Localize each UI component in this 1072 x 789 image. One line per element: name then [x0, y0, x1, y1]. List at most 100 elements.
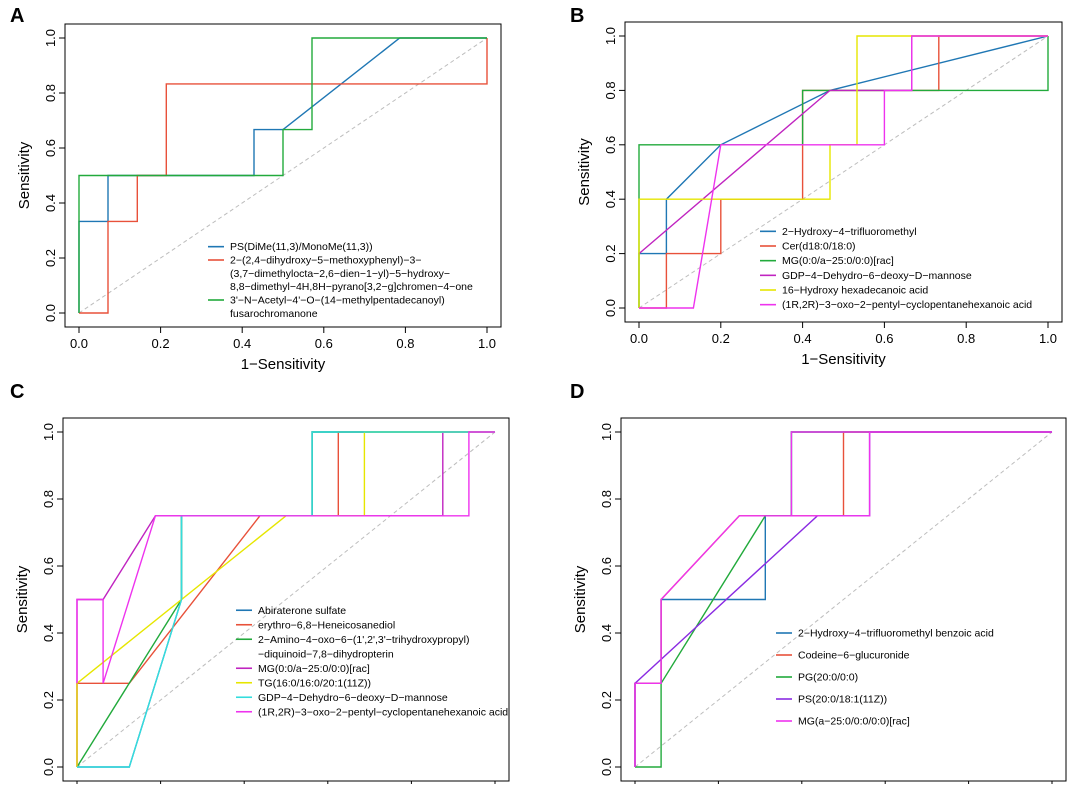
legend-label: 2−Hydroxy−4−trifluoromethyl	[782, 226, 917, 238]
x-tick-label: 0.6	[315, 336, 333, 351]
legend-label: 3'−N−Acetyl−4'−O−(14−methylpentadecanoyl…	[230, 295, 445, 307]
x-axis-title: 1−Sensitivity	[241, 356, 326, 373]
legend: PS(DiMe(11,3)/MonoMe(11,3)) 2−(2,4−dihydr…	[208, 241, 473, 320]
legend-entry-1: 2−Hydroxy−4−trifluoromethyl benzoic acid	[776, 628, 994, 640]
y-tick-label: 0.0	[43, 304, 58, 322]
y-axis: 0.0 0.2 0.4 0.6 0.8 1.0 Sensitivity	[572, 423, 622, 776]
panel-c: C0.00.20.40.60.81.01−Sensitivity0.00.20.…	[10, 381, 510, 787]
y-tick-label: 0.2	[599, 691, 614, 709]
legend-label: PS(DiMe(11,3)/MonoMe(11,3))	[230, 241, 373, 253]
y-axis-title: Sensitivity	[16, 141, 33, 209]
legend-entry-5: TG(16:0/16:0/20:1(11Z))	[236, 677, 371, 689]
legend-entry-3: 3'−N−Acetyl−4'−O−(14−methylpentadecanoyl…	[208, 295, 445, 320]
y-tick-label: 0.4	[603, 190, 618, 208]
y-tick-label: 0.0	[41, 758, 56, 776]
x-tick-label: 0.8	[396, 336, 414, 351]
y-tick-label: 0.2	[41, 691, 56, 709]
legend-entry-1: Abiraterone sulfate	[236, 605, 346, 617]
legend-label: MG(0:0/a−25:0/0:0)[rac]	[258, 663, 370, 675]
legend-entry-5: 16−Hydroxy hexadecanoic acid	[760, 285, 928, 297]
y-tick-label: 0.0	[603, 299, 618, 317]
x-tick-label: 1.0	[478, 336, 496, 351]
y-tick-label: 1.0	[41, 423, 56, 441]
legend-entry-6: GDP−4−Dehydro−6−deoxy−D−mannose	[236, 692, 448, 704]
y-tick-label: 0.2	[603, 245, 618, 263]
legend-label: Cer(d18:0/18:0)	[782, 241, 856, 253]
series-group	[634, 431, 1052, 768]
legend-label: Codeine−6−glucuronide	[798, 650, 910, 662]
legend-label: (3,7−dimethylocta−2,6−dien−1−yl)−5−hydro…	[230, 268, 450, 280]
legend-entry-6: (1R,2R)−3−oxo−2−pentyl−cyclopentanehexan…	[760, 299, 1032, 311]
legend: 2−Hydroxy−4−trifluoromethyl benzoic acid…	[776, 628, 994, 728]
legend-entry-2: Codeine−6−glucuronide	[776, 650, 910, 662]
panel-letter: B	[570, 5, 584, 27]
legend-entry-5: MG(a−25:0/0:0/0:0)[rac]	[776, 716, 910, 728]
panel-b: B 0.0 0.2 0.4 0.6 0.8 1.0 1−Sensitivity 0.0 0.2 0.…	[570, 5, 1063, 368]
y-tick-label: 1.0	[603, 27, 618, 45]
legend: 2−Hydroxy−4−trifluoromethyl Cer(d18:0/18:…	[760, 226, 1032, 311]
y-tick-label: 0.8	[599, 490, 614, 508]
y-axis-title: Sensitivity	[576, 138, 593, 206]
legend: Abiraterone sulfate erythro−6,8−Heneicosa…	[236, 605, 508, 718]
y-axis: 0.0 0.2 0.4 0.6 0.8 1.0 Sensitivity	[576, 27, 626, 317]
y-tick-label: 0.4	[599, 624, 614, 642]
roc-line-series-3	[78, 37, 487, 313]
roc-line-series-5	[634, 431, 1052, 767]
series-group	[78, 37, 488, 314]
x-tick-label: 1.0	[1039, 331, 1057, 346]
roc-line-series-7	[76, 431, 495, 684]
y-tick-label: 0.6	[41, 557, 56, 575]
x-axis-title: 1−Sensitivity	[801, 351, 886, 368]
y-tick-label: 0.8	[603, 81, 618, 99]
legend-entry-3: 2−Amino−4−oxo−6−(1',2',3'−trihydroxyprop…	[236, 634, 469, 660]
x-tick-label: 0.8	[957, 331, 975, 346]
legend-label: GDP−4−Dehydro−6−deoxy−D−mannose	[782, 270, 972, 282]
legend-entry-1: PS(DiMe(11,3)/MonoMe(11,3))	[208, 241, 373, 253]
y-tick-label: 0.4	[43, 194, 58, 212]
legend-entry-2: 2−(2,4−dihydroxy−5−methoxyphenyl)−3−(3,7…	[208, 255, 473, 293]
legend-label: (1R,2R)−3−oxo−2−pentyl−cyclopentanehexan…	[782, 299, 1032, 311]
y-axis: 0.0 0.2 0.4 0.6 0.8 1.0 Sensitivity	[16, 29, 66, 322]
legend-label: PG(20:0/0:0)	[798, 672, 858, 684]
legend-entry-1: 2−Hydroxy−4−trifluoromethyl	[760, 226, 917, 238]
legend-entry-4: MG(0:0/a−25:0/0:0)[rac]	[236, 663, 370, 675]
legend-label: −diquinoid−7,8−dihydropterin	[258, 648, 394, 660]
y-tick-label: 0.6	[603, 136, 618, 154]
y-tick-label: 0.8	[43, 84, 58, 102]
legend-label: 8,8−dimethyl−4H,8H−pyrano[3,2−g]chromen−…	[230, 281, 473, 293]
legend-label: erythro−6,8−Heneicosanediol	[258, 619, 395, 631]
panel-d: D0.00.20.40.60.81.01−Sensitivity0.00.20.…	[570, 381, 1067, 787]
legend-label: 16−Hydroxy hexadecanoic acid	[782, 285, 928, 297]
legend-label: PS(20:0/18:1(11Z))	[798, 694, 887, 706]
series-group	[76, 431, 495, 768]
x-tick-label: 0.4	[233, 336, 251, 351]
legend-label: MG(a−25:0/0:0/0:0)[rac]	[798, 716, 910, 728]
legend-entry-4: PS(20:0/18:1(11Z))	[776, 694, 887, 706]
legend-label: 2−Hydroxy−4−trifluoromethyl benzoic acid	[798, 628, 994, 640]
roc-line-series-3	[638, 36, 1049, 308]
x-tick-label: 0.0	[70, 336, 88, 351]
legend-label: GDP−4−Dehydro−6−deoxy−D−mannose	[258, 692, 448, 704]
roc-line-series-6	[639, 35, 1048, 309]
y-axis-title: Sensitivity	[14, 565, 31, 633]
legend-entry-7: (1R,2R)−3−oxo−2−pentyl−cyclopentanehexan…	[236, 706, 508, 718]
legend-label: Abiraterone sulfate	[258, 605, 346, 617]
x-axis: 0.0 0.2 0.4 0.6 0.8 1.0 1−Sensitivity	[630, 321, 1057, 368]
legend-entry-2: Cer(d18:0/18:0)	[760, 241, 856, 253]
y-tick-label: 0.6	[599, 557, 614, 575]
diagonal-reference-line	[76, 431, 496, 768]
legend-entry-2: erythro−6,8−Heneicosanediol	[236, 619, 395, 631]
y-axis-title: Sensitivity	[572, 565, 589, 633]
legend-label: MG(0:0/a−25:0/0:0)[rac]	[782, 255, 894, 267]
y-tick-label: 0.6	[43, 139, 58, 157]
y-tick-label: 0.2	[43, 249, 58, 267]
x-axis: 0.0 0.2 0.4 0.6 0.8 1.0 1−Sensitivity	[70, 326, 496, 373]
legend-label: (1R,2R)−3−oxo−2−pentyl−cyclopentanehexan…	[258, 706, 508, 718]
diagonal-reference-line	[634, 431, 1053, 768]
legend-label: 2−(2,4−dihydroxy−5−methoxyphenyl)−3−	[230, 255, 421, 267]
series-group	[638, 35, 1049, 309]
y-axis: 0.0 0.2 0.4 0.6 0.8 1.0 Sensitivity	[14, 423, 64, 776]
diagonal-reference-line	[638, 35, 1049, 309]
